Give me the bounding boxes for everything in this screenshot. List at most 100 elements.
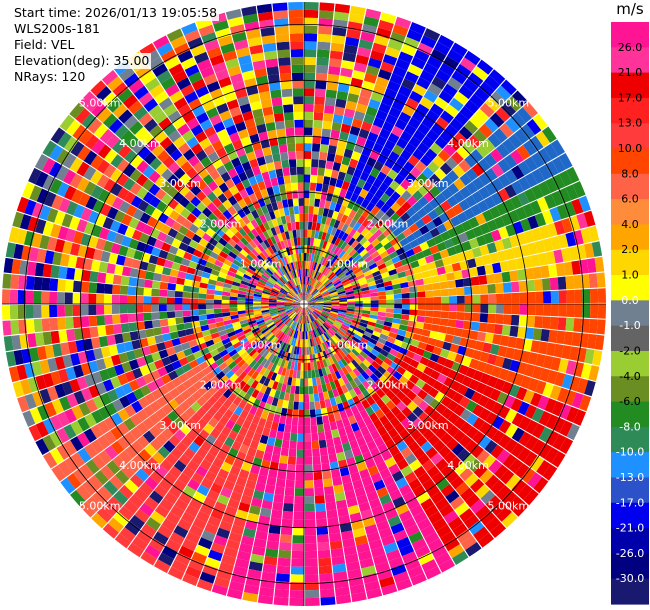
range-gate <box>534 212 547 227</box>
range-gate <box>538 181 551 197</box>
range-gate <box>453 270 463 280</box>
range-gate <box>410 212 422 223</box>
range-gate <box>325 89 337 99</box>
range-gate <box>420 154 433 167</box>
range-gate <box>345 290 354 295</box>
range-gate <box>377 153 388 165</box>
range-gate <box>327 185 336 194</box>
range-gate <box>304 260 307 269</box>
range-gate <box>304 25 318 34</box>
range-gate <box>439 62 455 77</box>
range-gate <box>340 123 352 134</box>
range-gate <box>353 254 362 262</box>
range-gate <box>341 59 355 70</box>
range-gate <box>514 128 529 145</box>
range-gate <box>530 152 545 168</box>
range-gate <box>343 266 352 274</box>
range-gate <box>495 107 511 123</box>
range-gate <box>443 143 456 157</box>
range-gate <box>337 171 346 181</box>
ray <box>306 69 506 302</box>
range-gate <box>376 27 392 39</box>
range-gate <box>398 85 412 98</box>
range-gate <box>375 199 386 210</box>
range-gate <box>324 97 336 107</box>
range-gate <box>321 290 329 295</box>
range-gate <box>323 267 330 276</box>
range-gate <box>422 277 432 285</box>
range-gate <box>402 263 413 271</box>
range-gate <box>304 127 313 136</box>
range-gate <box>313 293 322 299</box>
range-gate <box>412 229 423 239</box>
range-gate <box>545 250 556 265</box>
range-gate <box>317 283 324 291</box>
range-gate <box>412 266 422 275</box>
range-gate <box>395 58 411 71</box>
range-gate <box>324 200 332 210</box>
range-gate <box>349 125 361 136</box>
range-gate <box>334 267 342 275</box>
range-gate <box>324 105 335 115</box>
range-gate <box>331 254 339 263</box>
range-gate <box>404 217 415 228</box>
range-gate <box>388 251 399 260</box>
range-gate <box>436 241 447 252</box>
range-gate <box>309 245 313 254</box>
range-gate <box>315 183 323 192</box>
colorbar-tick-label: -2.0 <box>619 345 640 358</box>
range-gate <box>347 259 356 267</box>
range-gate <box>515 257 525 270</box>
range-gate <box>530 254 541 267</box>
range-gate <box>481 138 496 153</box>
range-gate <box>359 248 368 257</box>
range-gate <box>332 27 347 37</box>
range-gate <box>363 270 373 277</box>
range-gate <box>591 241 603 257</box>
range-gate <box>511 180 524 195</box>
range-gate <box>421 116 435 129</box>
range-gate <box>358 128 370 139</box>
range-gate <box>307 237 311 246</box>
range-gate <box>321 257 328 266</box>
range-gate <box>330 293 339 297</box>
range-gate <box>346 246 354 255</box>
range-gate <box>360 283 369 289</box>
range-gate <box>321 292 330 297</box>
range-gate <box>343 148 354 159</box>
range-gate <box>313 262 318 271</box>
range-gate <box>344 216 353 226</box>
range-gate <box>319 151 328 161</box>
range-gate <box>369 149 381 161</box>
range-gate <box>308 213 314 222</box>
range-gate <box>320 136 330 146</box>
range-gate <box>325 241 331 251</box>
range-gate <box>510 149 524 165</box>
range-gate <box>353 110 366 121</box>
range-gate <box>314 280 321 289</box>
range-gate <box>331 276 339 284</box>
range-gate <box>323 112 334 122</box>
range-gate <box>336 90 349 101</box>
range-gate <box>366 211 376 222</box>
range-gate <box>332 266 340 274</box>
range-gate <box>327 271 335 279</box>
range-gate <box>369 50 385 62</box>
range-gate <box>337 221 345 231</box>
range-gate <box>352 285 361 291</box>
range-gate <box>310 287 316 295</box>
range-gate <box>559 170 573 187</box>
range-gate <box>340 241 348 250</box>
range-gate <box>572 181 586 198</box>
range-gate <box>327 234 335 243</box>
range-gate <box>375 209 386 220</box>
range-gate <box>378 182 389 193</box>
range-gate <box>464 249 475 260</box>
range-gate <box>334 256 341 265</box>
range-gate <box>406 233 416 243</box>
range-gate <box>339 131 350 141</box>
range-gate <box>425 109 440 123</box>
range-gate <box>345 256 354 265</box>
range-gate <box>341 264 350 272</box>
range-gate <box>307 285 311 293</box>
